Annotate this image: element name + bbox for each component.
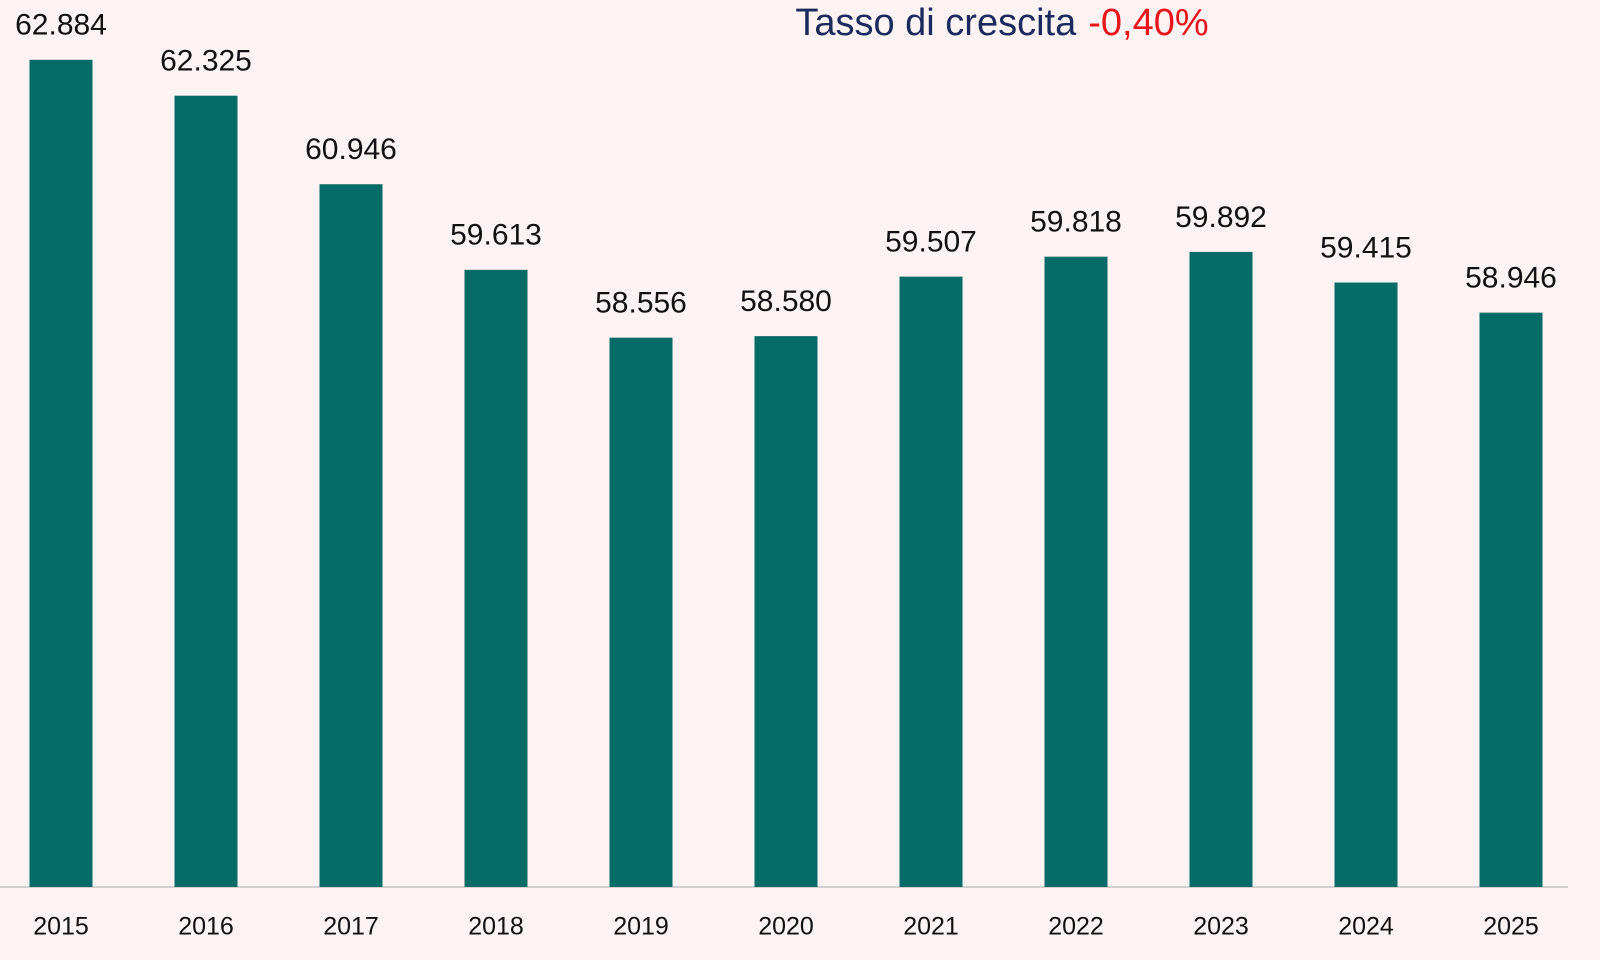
title-group: Tasso di crescita -0,40% [795, 2, 1208, 44]
bar [1334, 282, 1398, 887]
x-tick-label: 2015 [33, 913, 89, 941]
x-tick-label: 2016 [178, 913, 234, 941]
data-label: 58.556 [595, 287, 687, 320]
x-tick-label: 2023 [1193, 913, 1249, 941]
x-tick-label: 2024 [1338, 913, 1394, 941]
data-label: 59.818 [1030, 206, 1122, 239]
data-label: 60.946 [305, 133, 397, 166]
data-label: 62.884 [15, 9, 107, 42]
data-label: 59.892 [1175, 201, 1267, 234]
bar [319, 184, 383, 887]
growth-rate: -0,40% [1088, 2, 1208, 44]
bar [1479, 312, 1543, 887]
bar [174, 95, 238, 887]
bar [609, 337, 673, 887]
x-tick-label: 2020 [758, 913, 814, 941]
x-tick-label: 2022 [1048, 913, 1104, 941]
x-tick-label: 2019 [613, 913, 669, 941]
chart-title: Tasso di crescita [795, 2, 1077, 44]
bar [29, 59, 93, 887]
data-label: 59.507 [885, 226, 977, 259]
bar [899, 276, 963, 887]
x-tick-label: 2018 [468, 913, 524, 941]
x-tick-label: 2021 [903, 913, 959, 941]
data-label: 59.613 [450, 219, 542, 252]
bar [1044, 256, 1108, 887]
data-label: 58.580 [740, 285, 832, 318]
bar [1189, 251, 1253, 888]
data-label: 62.325 [160, 45, 252, 78]
data-label: 58.946 [1465, 262, 1557, 295]
bar [464, 269, 528, 888]
x-tick-label: 2017 [323, 913, 379, 941]
x-tick-label: 2025 [1483, 913, 1539, 941]
bar [754, 336, 818, 887]
data-label: 59.415 [1320, 231, 1412, 264]
